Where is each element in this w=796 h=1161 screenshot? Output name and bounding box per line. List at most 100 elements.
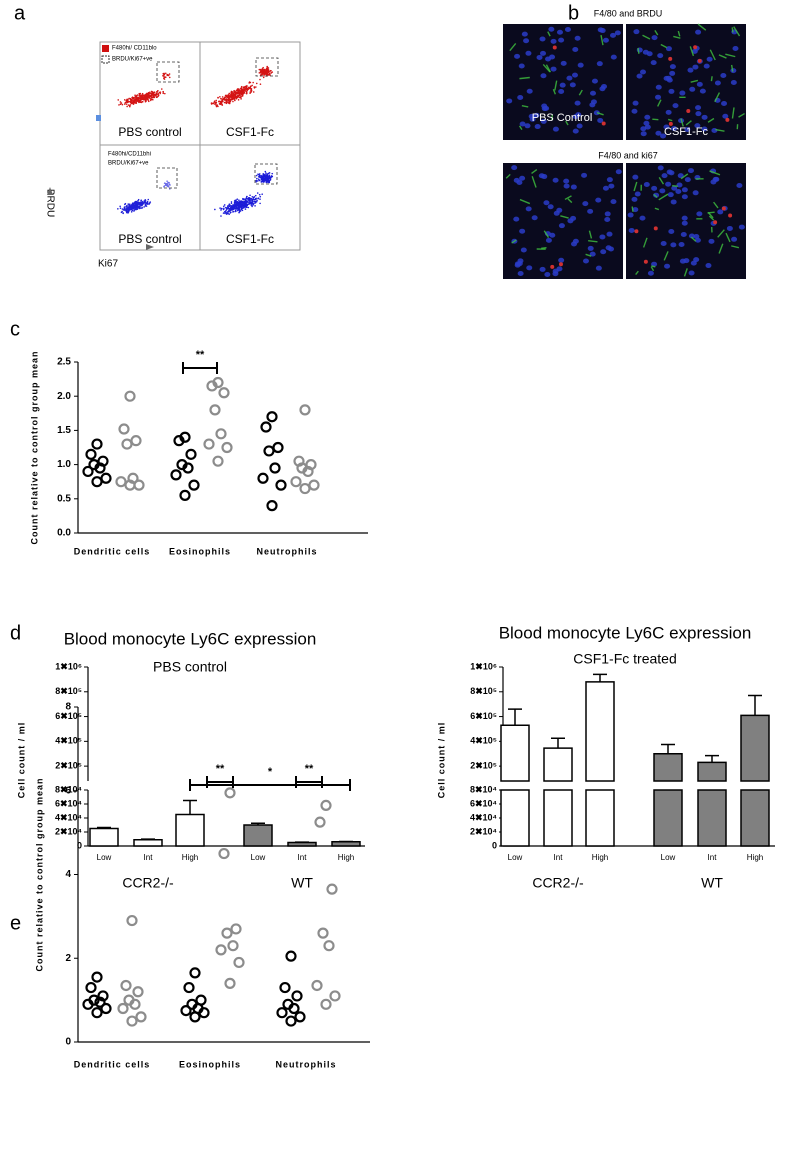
nucleus (657, 53, 664, 59)
bar (331, 841, 361, 847)
nucleus (669, 70, 676, 76)
flow-event (139, 207, 141, 209)
flow-event (128, 100, 131, 103)
significance-label: ** (305, 763, 314, 775)
flow-event (121, 103, 124, 106)
nucleus (703, 63, 710, 69)
nucleus (572, 238, 579, 244)
nucleus (531, 215, 538, 221)
nucleus (610, 32, 617, 38)
flow-event (135, 97, 138, 99)
flow-event (161, 88, 163, 90)
flow-event (271, 71, 274, 73)
flow-event (215, 99, 217, 102)
cell-stain (718, 54, 727, 59)
cell-stain (730, 64, 734, 72)
gate-label: BRDU/Ki67+ve (108, 161, 149, 167)
flow-event (147, 100, 150, 103)
nucleus (669, 64, 676, 70)
nucleus (545, 56, 552, 62)
y-tick-label: 2 (65, 953, 71, 964)
flow-event (137, 99, 140, 101)
flow-event (132, 103, 135, 105)
nucleus (692, 190, 699, 196)
nucleus (657, 165, 664, 171)
data-point (320, 998, 332, 1010)
nucleus (590, 99, 597, 105)
flow-event (262, 181, 265, 183)
flow-event (237, 90, 240, 93)
nucleus (663, 124, 670, 130)
flow-event (213, 101, 216, 103)
nucleus (540, 118, 547, 124)
flow-event (145, 98, 148, 100)
data-point (132, 986, 144, 998)
error-bar (251, 822, 265, 825)
nucleus (668, 88, 675, 94)
flow-event (225, 98, 227, 101)
flow-event (138, 202, 141, 204)
nucleus (655, 130, 662, 136)
data-point (124, 390, 136, 402)
flow-event (149, 201, 152, 203)
flow-event (262, 172, 265, 175)
flow-event (132, 204, 135, 207)
flow-event (249, 202, 252, 204)
flow-event (230, 97, 233, 99)
flow-event (127, 99, 129, 102)
nucleus (695, 29, 702, 35)
nucleus (600, 249, 607, 255)
data-point (189, 1011, 201, 1023)
y-axis-label: Cell count / ml (436, 722, 446, 799)
flow-event (123, 206, 126, 208)
x-tick-label: Low (97, 853, 112, 862)
proliferation-stain (728, 213, 733, 218)
nucleus (689, 86, 696, 92)
flow-event (147, 96, 149, 99)
nucleus (653, 192, 660, 198)
nucleus (677, 173, 684, 179)
flow-event (219, 207, 221, 209)
flow-event (253, 200, 256, 203)
flow-event (137, 201, 139, 204)
flow-event (233, 89, 235, 92)
flow-event (241, 209, 244, 212)
flow-event (166, 180, 168, 182)
flow-event (268, 172, 271, 174)
flow-event (246, 87, 248, 90)
flow-event (238, 199, 240, 201)
flow-event (258, 193, 261, 196)
nucleus (701, 126, 708, 132)
nucleus (606, 177, 613, 183)
flow-event (265, 179, 267, 182)
proliferation-stain (713, 220, 718, 225)
nucleus (676, 182, 683, 188)
data-point (299, 404, 311, 416)
cell-stain (651, 265, 656, 268)
flow-event (139, 205, 141, 208)
nucleus (647, 270, 654, 276)
bar (740, 714, 770, 847)
nucleus (577, 62, 584, 68)
flow-event (127, 205, 129, 208)
x-tick-label: Int (298, 853, 308, 862)
nucleus (688, 270, 695, 276)
flow-event (228, 204, 231, 206)
flow-event (129, 98, 132, 101)
flow-event (237, 99, 240, 101)
flow-event (144, 97, 146, 100)
flow-event (125, 208, 128, 211)
flow-event (225, 207, 228, 209)
proliferation-stain (550, 264, 555, 269)
data-point (179, 489, 191, 501)
nucleus (644, 124, 651, 130)
axis-label: BRDU (44, 189, 55, 217)
data-point (285, 950, 297, 962)
nucleus (687, 67, 694, 73)
flow-event (241, 207, 244, 210)
flow-event (249, 194, 251, 197)
flow-event (267, 180, 269, 183)
flow-event (242, 87, 245, 89)
cell-stain (552, 89, 557, 95)
